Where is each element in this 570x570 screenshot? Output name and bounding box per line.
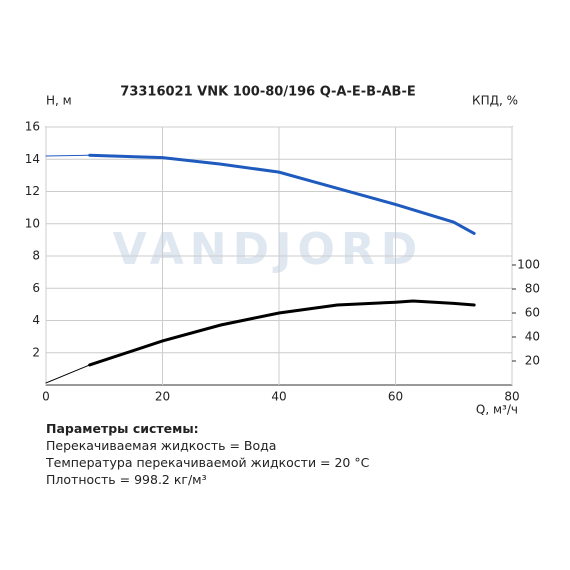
x-axis-label: Q, м³/ч [476, 403, 518, 417]
y-tick-label: 2 [32, 345, 40, 359]
x-tick-label: 80 [504, 390, 519, 404]
parameters-title: Параметры системы: [46, 421, 199, 436]
series-line [88, 153, 476, 235]
y-tick-label: 10 [25, 216, 40, 230]
chart-title: 73316021 VNK 100-80/196 Q-A-E-B-AB-E [120, 85, 415, 100]
x-tick-label: 20 [155, 390, 170, 404]
series-line [45, 364, 91, 384]
y-tick-label: 8 [32, 249, 40, 263]
y-tick-label: 6 [32, 281, 40, 295]
series-line [88, 299, 476, 367]
x-tick-label: 60 [388, 390, 403, 404]
y-tick-label: 14 [25, 152, 40, 166]
x-tick-label: 0 [42, 390, 50, 404]
chart: 73316021 VNK 100-80/196 Q-A-E-B-AB-E VAN… [25, 85, 540, 417]
y2-axis-label: КПД, % [472, 94, 518, 108]
y-tick-label: 12 [25, 184, 40, 198]
y-axis-label: H, м [46, 94, 72, 108]
watermark: VANDJORD [113, 224, 424, 275]
y2-tick-label: 60 [525, 306, 540, 320]
y2-tick-label: 100 [517, 258, 540, 272]
x-tick-label: 40 [271, 390, 286, 404]
y-tick-label: 4 [32, 313, 40, 327]
y2-tick-label: 40 [525, 330, 540, 344]
parameters: Параметры системы: Перекачиваемая жидкос… [46, 420, 369, 488]
series-line [45, 154, 91, 157]
parameter-line: Плотность = 998.2 кг/м³ [46, 472, 207, 487]
y-tick-label: 16 [25, 120, 40, 134]
parameter-line: Перекачиваемая жидкость = Вода [46, 438, 277, 453]
y2-tick-label: 80 [525, 282, 540, 296]
y2-tick-label: 20 [525, 354, 540, 368]
parameter-line: Температура перекачиваемой жидкости = 20… [46, 455, 370, 470]
